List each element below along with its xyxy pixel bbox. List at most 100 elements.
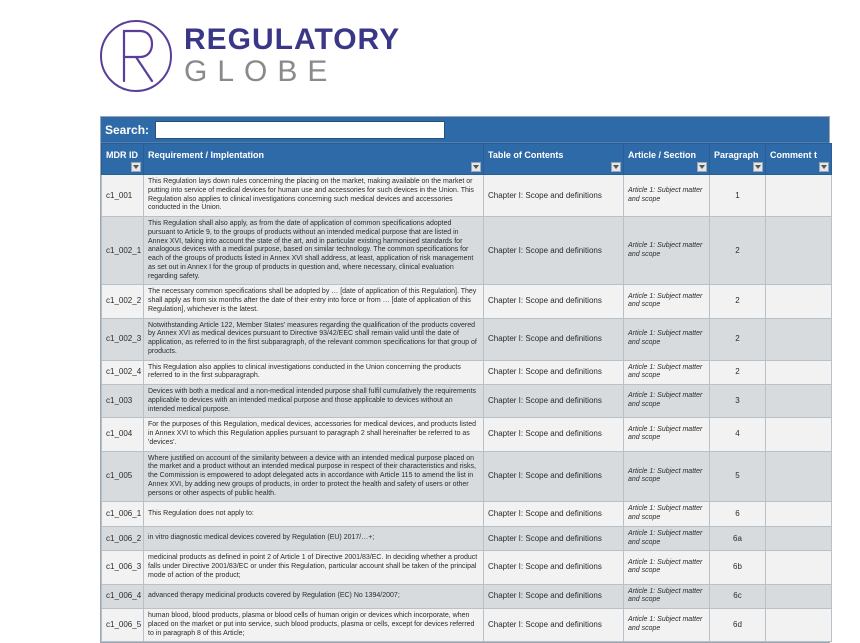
table-row[interactable]: c1_005Where justified on account of the … [102, 451, 832, 502]
table-row[interactable]: c1_002_1This Regulation shall also apply… [102, 217, 832, 285]
cell-comment [766, 609, 832, 642]
cell-article: Article 1: Subject matter and scope [624, 318, 710, 360]
cell-id: c1_002_1 [102, 217, 144, 285]
cell-article: Article 1: Subject matter and scope [624, 360, 710, 385]
filter-icon[interactable] [611, 162, 621, 172]
table-row[interactable]: c1_001This Regulation lays down rules co… [102, 175, 832, 217]
cell-toc: Chapter I: Scope and definitions [484, 217, 624, 285]
cell-req: This Regulation shall also apply, as fro… [144, 217, 484, 285]
cell-id: c1_002_2 [102, 285, 144, 318]
cell-id: c1_003 [102, 385, 144, 418]
cell-article: Article 1: Subject matter and scope [624, 418, 710, 451]
col-header-req[interactable]: Requirement / Implentation [144, 144, 484, 175]
table-row[interactable]: c1_006_3medicinal products as defined in… [102, 551, 832, 584]
cell-req: human blood, blood products, plasma or b… [144, 609, 484, 642]
logo-r-icon [114, 29, 158, 83]
col-header-toc[interactable]: Table of Contents [484, 144, 624, 175]
col-header-article[interactable]: Article / Section [624, 144, 710, 175]
cell-comment [766, 360, 832, 385]
cell-paragraph: 2 [710, 318, 766, 360]
cell-paragraph: 2 [710, 360, 766, 385]
cell-id: c1_006_2 [102, 526, 144, 551]
cell-toc: Chapter I: Scope and definitions [484, 609, 624, 642]
cell-comment [766, 502, 832, 527]
cell-paragraph: 2 [710, 285, 766, 318]
table-row[interactable]: c1_004For the purposes of this Regulatio… [102, 418, 832, 451]
filter-icon[interactable] [471, 162, 481, 172]
cell-req: advanced therapy medicinal products cove… [144, 584, 484, 609]
cell-comment [766, 526, 832, 551]
col-header-id[interactable]: MDR ID [102, 144, 144, 175]
cell-toc: Chapter I: Scope and definitions [484, 551, 624, 584]
cell-req: For the purposes of this Regulation, med… [144, 418, 484, 451]
cell-article: Article 1: Subject matter and scope [624, 385, 710, 418]
cell-article: Article 1: Subject matter and scope [624, 175, 710, 217]
cell-paragraph: 4 [710, 418, 766, 451]
cell-paragraph: 6d [710, 609, 766, 642]
search-input[interactable] [155, 121, 445, 139]
cell-toc: Chapter I: Scope and definitions [484, 418, 624, 451]
col-header-paragraph[interactable]: Paragraph [710, 144, 766, 175]
table-row[interactable]: c1_006_2in vitro diagnostic medical devi… [102, 526, 832, 551]
cell-req: This Regulation also applies to clinical… [144, 360, 484, 385]
cell-comment [766, 318, 832, 360]
cell-toc: Chapter I: Scope and definitions [484, 318, 624, 360]
cell-comment [766, 584, 832, 609]
table-row[interactable]: c1_006_5human blood, blood products, pla… [102, 609, 832, 642]
cell-toc: Chapter I: Scope and definitions [484, 502, 624, 527]
filter-icon[interactable] [819, 162, 829, 172]
cell-id: c1_002_3 [102, 318, 144, 360]
cell-id: c1_002_4 [102, 360, 144, 385]
cell-req: The necessary common specifications shal… [144, 285, 484, 318]
cell-req: Devices with both a medical and a non-me… [144, 385, 484, 418]
brand-subtitle: GLOBE [184, 57, 400, 87]
cell-req: in vitro diagnostic medical devices cove… [144, 526, 484, 551]
cell-toc: Chapter I: Scope and definitions [484, 175, 624, 217]
cell-comment [766, 451, 832, 502]
cell-paragraph: 2 [710, 217, 766, 285]
cell-id: c1_005 [102, 451, 144, 502]
cell-article: Article 1: Subject matter and scope [624, 526, 710, 551]
cell-paragraph: 6c [710, 584, 766, 609]
cell-comment [766, 285, 832, 318]
filter-icon[interactable] [753, 162, 763, 172]
cell-article: Article 1: Subject matter and scope [624, 502, 710, 527]
cell-paragraph: 6 [710, 502, 766, 527]
cell-toc: Chapter I: Scope and definitions [484, 584, 624, 609]
filter-icon[interactable] [697, 162, 707, 172]
brand-title: REGULATORY [184, 25, 400, 55]
cell-id: c1_006_1 [102, 502, 144, 527]
cell-toc: Chapter I: Scope and definitions [484, 285, 624, 318]
cell-id: c1_001 [102, 175, 144, 217]
cell-article: Article 1: Subject matter and scope [624, 609, 710, 642]
table-row[interactable]: c1_006_4advanced therapy medicinal produ… [102, 584, 832, 609]
brand-header: REGULATORY GLOBE [0, 10, 860, 116]
table-row[interactable]: c1_002_4This Regulation also applies to … [102, 360, 832, 385]
cell-id: c1_004 [102, 418, 144, 451]
table-row[interactable]: c1_002_3Notwithstanding Article 122, Mem… [102, 318, 832, 360]
cell-article: Article 1: Subject matter and scope [624, 217, 710, 285]
table-row[interactable]: c1_006_1This Regulation does not apply t… [102, 502, 832, 527]
cell-paragraph: 1 [710, 175, 766, 217]
cell-paragraph: 6a [710, 526, 766, 551]
cell-req: This Regulation does not apply to: [144, 502, 484, 527]
cell-toc: Chapter I: Scope and definitions [484, 526, 624, 551]
cell-comment [766, 551, 832, 584]
cell-req: medicinal products as defined in point 2… [144, 551, 484, 584]
cell-req: Notwithstanding Article 122, Member Stat… [144, 318, 484, 360]
brand-logo [100, 20, 172, 92]
cell-paragraph: 6b [710, 551, 766, 584]
cell-comment [766, 385, 832, 418]
cell-toc: Chapter I: Scope and definitions [484, 451, 624, 502]
cell-article: Article 1: Subject matter and scope [624, 451, 710, 502]
cell-toc: Chapter I: Scope and definitions [484, 385, 624, 418]
col-header-comment[interactable]: Comment t [766, 144, 832, 175]
filter-icon[interactable] [131, 162, 141, 172]
table-row[interactable]: c1_003Devices with both a medical and a … [102, 385, 832, 418]
requirements-table: MDR ID Requirement / Implentation Table … [101, 143, 832, 642]
cell-req: This Regulation lays down rules concerni… [144, 175, 484, 217]
cell-id: c1_006_3 [102, 551, 144, 584]
table-row[interactable]: c1_002_2The necessary common specificati… [102, 285, 832, 318]
cell-comment [766, 418, 832, 451]
cell-article: Article 1: Subject matter and scope [624, 584, 710, 609]
